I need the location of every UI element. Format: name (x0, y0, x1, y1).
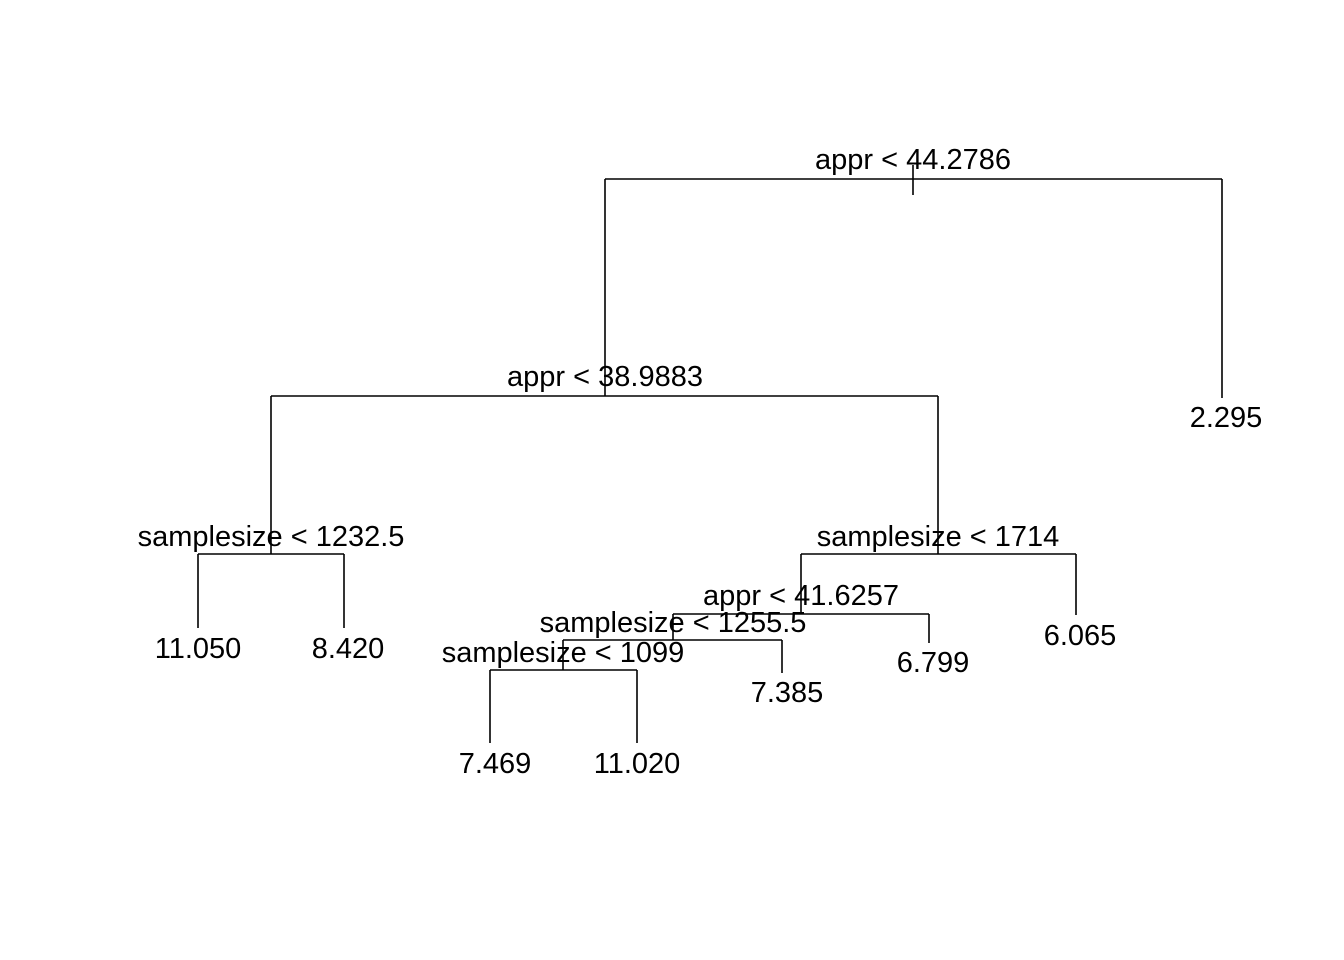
split-label-n1: appr < 44.2786 (815, 144, 1011, 176)
leaf-value-11050: 11.050 (155, 633, 242, 665)
split-label-n3: samplesize < 1232.5 (138, 521, 405, 553)
tree-edges (197, 165, 1223, 743)
split-label-n2: appr < 38.9883 (507, 361, 703, 393)
split-label-n7: samplesize < 1099 (442, 637, 685, 669)
leaf-value-11020: 11.020 (594, 748, 681, 780)
leaf-value-6799: 6.799 (897, 647, 970, 679)
leaf-value-8420: 8.420 (312, 633, 385, 665)
tree-labels: appr < 44.2786 appr < 38.9883 samplesize <… (138, 144, 1263, 780)
split-label-n5: appr < 41.6257 (703, 580, 899, 612)
split-label-n4: samplesize < 1714 (817, 521, 1060, 553)
leaf-value-7385: 7.385 (751, 677, 824, 709)
leaf-value-7469: 7.469 (459, 748, 532, 780)
split-label-n6: samplesize < 1255.5 (540, 607, 807, 639)
leaf-value-6065: 6.065 (1044, 620, 1117, 652)
leaf-value-2295: 2.295 (1190, 402, 1263, 434)
